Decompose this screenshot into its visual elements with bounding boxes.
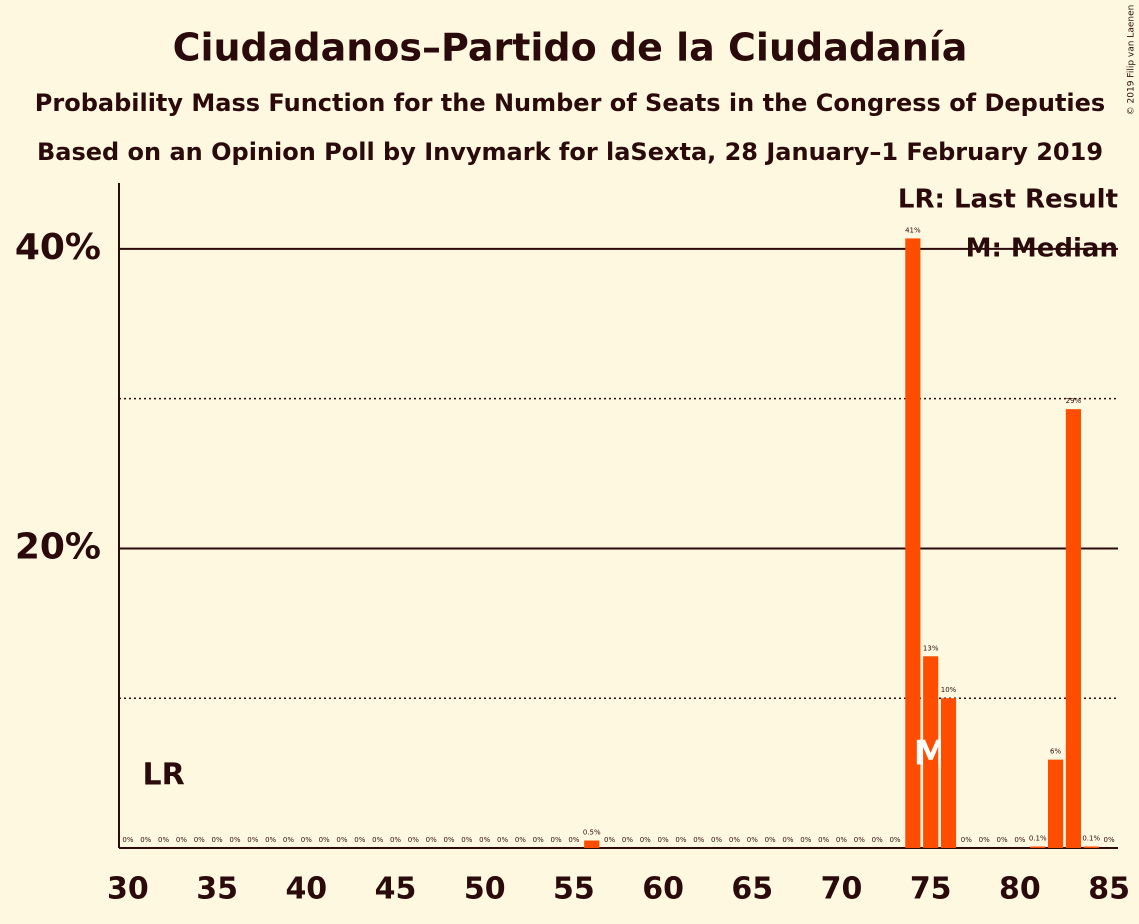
value-label: 0%: [372, 836, 383, 844]
value-label: 0%: [996, 836, 1007, 844]
bar: [1083, 846, 1099, 848]
chart-subtitle: Probability Mass Function for the Number…: [35, 89, 1105, 117]
value-label: 0%: [747, 836, 758, 844]
value-label: 0%: [979, 836, 990, 844]
x-tick-label: 50: [464, 872, 506, 907]
value-label: 0%: [765, 836, 776, 844]
value-label: 0%: [140, 836, 151, 844]
value-label: 0%: [693, 836, 704, 844]
value-label: 13%: [923, 644, 939, 652]
bar: [1047, 759, 1064, 848]
value-label: 0%: [854, 836, 865, 844]
x-tick-label: 75: [910, 872, 952, 907]
value-label: 0%: [515, 836, 526, 844]
value-label: 0%: [408, 836, 419, 844]
chart-subtitle: Based on an Opinion Poll by Invymark for…: [37, 138, 1103, 166]
value-label: 0%: [604, 836, 615, 844]
value-label: 0%: [354, 836, 365, 844]
value-label: 29%: [1066, 397, 1082, 405]
x-tick-label: 55: [553, 872, 595, 907]
value-label: 10%: [941, 686, 957, 694]
value-label: 0%: [533, 836, 544, 844]
bar: [940, 698, 957, 848]
value-label: 0%: [247, 836, 258, 844]
x-tick-label: 70: [821, 872, 863, 907]
value-label: 6%: [1050, 748, 1061, 756]
value-label: 0.1%: [1029, 835, 1047, 843]
chart-title: Ciudadanos–Partido de la Ciudadanía: [173, 26, 968, 70]
value-label: 0%: [229, 836, 240, 844]
legend-entry: M: Median: [966, 234, 1118, 264]
value-label: 0%: [961, 836, 972, 844]
legend-entry: LR: Last Result: [898, 185, 1118, 215]
value-label: 0%: [800, 836, 811, 844]
bar: [905, 238, 921, 848]
x-tick-label: 35: [196, 872, 238, 907]
value-label: 0%: [872, 836, 883, 844]
value-label: 0%: [711, 836, 722, 844]
y-tick-label: 40%: [15, 227, 101, 268]
value-label: 0%: [122, 836, 133, 844]
value-label: 0.1%: [1082, 835, 1100, 843]
bar: [1065, 409, 1081, 848]
copyright: © 2019 Filip van Laenen: [1127, 5, 1137, 116]
value-label: 0%: [426, 836, 437, 844]
value-label: 0%: [283, 836, 294, 844]
value-label: 0%: [818, 836, 829, 844]
x-tick-label: 60: [642, 872, 684, 907]
value-label: 0%: [265, 836, 276, 844]
value-label: 0.5%: [583, 829, 601, 837]
x-tick-label: 40: [285, 872, 327, 907]
value-label: 0%: [390, 836, 401, 844]
value-label: 0%: [479, 836, 490, 844]
value-label: 41%: [905, 226, 921, 234]
x-tick-label: 85: [1088, 872, 1130, 907]
value-label: 0%: [301, 836, 312, 844]
last-result-marker: LR: [142, 758, 184, 793]
value-label: 0%: [836, 836, 847, 844]
value-label: 0%: [1104, 836, 1115, 844]
x-tick-label: 65: [731, 872, 773, 907]
value-label: 0%: [622, 836, 633, 844]
value-label: 0%: [658, 836, 669, 844]
bar: [584, 840, 600, 848]
value-label: 0%: [1014, 836, 1025, 844]
value-label: 0%: [568, 836, 579, 844]
value-label: 0%: [640, 836, 651, 844]
value-label: 0%: [497, 836, 508, 844]
value-label: 0%: [551, 836, 562, 844]
value-label: 0%: [319, 836, 330, 844]
bar: [923, 656, 939, 848]
value-label: 0%: [176, 836, 187, 844]
value-label: 0%: [675, 836, 686, 844]
value-label: 0%: [461, 836, 472, 844]
value-label: 0%: [158, 836, 169, 844]
y-tick-label: 20%: [15, 526, 101, 567]
x-tick-label: 30: [107, 872, 149, 907]
x-tick-label: 80: [999, 872, 1041, 907]
value-label: 0%: [782, 836, 793, 844]
value-label: 0%: [443, 836, 454, 844]
x-tick-label: 45: [375, 872, 417, 907]
bar: [1030, 846, 1046, 848]
value-label: 0%: [729, 836, 740, 844]
value-label: 0%: [889, 836, 900, 844]
value-label: 0%: [336, 836, 347, 844]
value-label: 0%: [212, 836, 223, 844]
value-label: 0%: [194, 836, 205, 844]
